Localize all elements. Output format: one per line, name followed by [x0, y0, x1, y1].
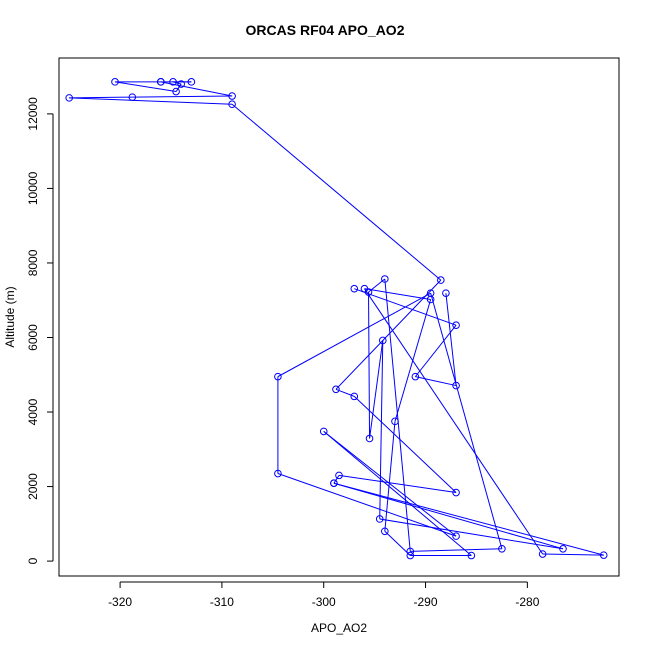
plot-frame [58, 57, 620, 577]
chart-title: ORCAS RF04 APO_AO2 [246, 22, 405, 38]
data-point [350, 392, 359, 401]
data-point [365, 434, 374, 443]
series-segment [379, 518, 564, 550]
series-segment [323, 431, 472, 556]
data-point [411, 372, 420, 381]
series-segment [384, 278, 411, 552]
series-segment [353, 396, 457, 493]
series-segment [231, 103, 442, 281]
series-segment [277, 473, 457, 537]
x-tick-label: -290 [414, 595, 438, 609]
series-segment [364, 288, 544, 555]
y-tick-label: 2000 [26, 473, 40, 500]
y-tick-label: 12000 [26, 97, 40, 131]
series-lines [69, 81, 604, 557]
data-point [172, 87, 180, 96]
series-segment [69, 96, 133, 99]
data-point [187, 78, 196, 86]
data-point [169, 78, 177, 86]
series-segment [369, 340, 384, 439]
data-point [381, 527, 389, 536]
data-point [467, 551, 476, 560]
y-tick-label: 4000 [26, 398, 40, 425]
data-point [128, 93, 137, 101]
y-tick-label: 8000 [26, 249, 40, 276]
series-segment [384, 530, 411, 556]
data-point [452, 381, 460, 390]
series-segment [368, 292, 371, 439]
x-tick-label: -280 [515, 595, 539, 609]
data-point [378, 336, 387, 345]
data-point [335, 471, 343, 480]
data-point [228, 92, 236, 100]
x-tick-label: -310 [210, 595, 234, 609]
data-point [157, 78, 165, 86]
series-segment [445, 293, 457, 386]
series-segment [69, 97, 233, 105]
series-segment [132, 95, 233, 98]
x-axis: -320 -310 -300 -290 -280 [108, 581, 540, 609]
data-point [360, 284, 369, 293]
series-segment [410, 548, 502, 552]
series-segment [354, 288, 457, 326]
series-segment [364, 288, 431, 300]
y-tick-label: 0 [26, 557, 40, 564]
data-point [426, 295, 435, 304]
series-segment [338, 474, 457, 494]
series-segment [333, 482, 604, 556]
data-point [375, 515, 384, 523]
data-point [559, 544, 567, 553]
y-tick-label: 6000 [26, 324, 40, 351]
data-point [452, 488, 460, 497]
x-tick-label: -320 [108, 595, 132, 609]
data-point [437, 276, 445, 284]
series-segment [333, 475, 340, 484]
data-point [452, 321, 460, 329]
data-point [538, 550, 547, 558]
data-point [274, 469, 282, 478]
x-axis-label: APO_AO2 [311, 621, 367, 635]
series-segment [277, 292, 431, 378]
data-point [498, 544, 506, 553]
series-segment [542, 553, 604, 556]
data-point [228, 100, 236, 109]
data-point [350, 284, 359, 293]
data-point [381, 275, 389, 283]
series-points [65, 78, 608, 560]
data-point [274, 372, 282, 381]
series-segment [333, 482, 564, 550]
data-point [442, 289, 450, 297]
data-point [406, 551, 415, 560]
data-point [599, 551, 608, 559]
series-segment [430, 293, 503, 549]
series-segment [414, 324, 457, 377]
data-point [332, 385, 340, 394]
data-point [391, 417, 399, 426]
x-tick-label: -300 [312, 595, 336, 609]
series-segment [114, 81, 177, 93]
series-segment [379, 340, 384, 519]
series-segment [323, 431, 457, 537]
series-segment [415, 376, 457, 387]
series-segment [160, 81, 233, 97]
y-tick-label: 10000 [26, 171, 40, 205]
y-axis-label: Altitude (m) [3, 286, 17, 347]
data-point [111, 78, 119, 86]
data-point [330, 479, 338, 488]
series-segment [384, 421, 396, 532]
y-axis: 0 2000 4000 6000 8000 10000 12000 [26, 97, 54, 564]
data-point [177, 80, 185, 88]
data-point [452, 532, 460, 540]
data-point [65, 94, 73, 102]
data-point [319, 427, 328, 436]
data-point [406, 547, 415, 556]
